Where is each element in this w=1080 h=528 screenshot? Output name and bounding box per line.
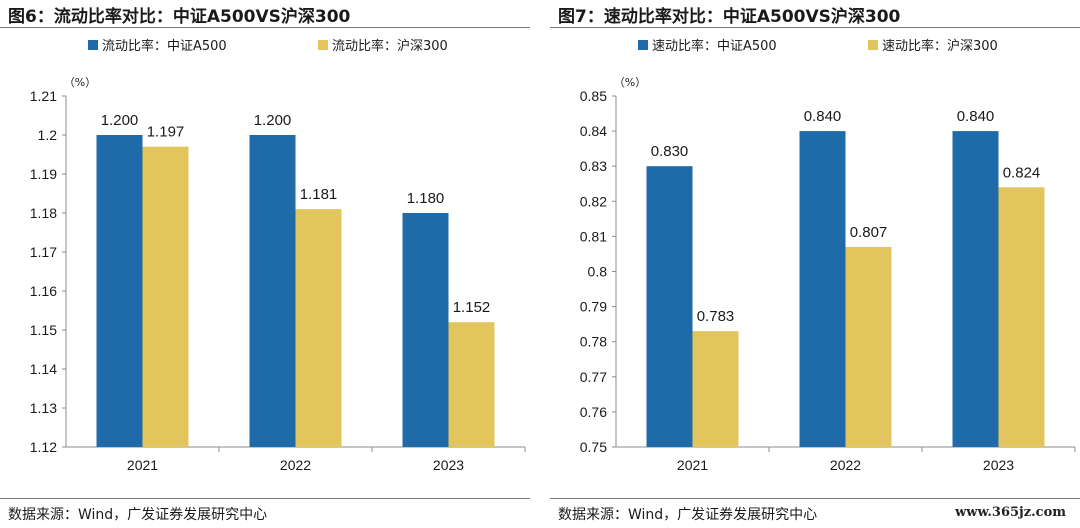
x-tick-label: 2021 [127, 457, 158, 473]
data-label: 0.840 [804, 108, 842, 125]
bar [952, 131, 999, 447]
data-label: 0.840 [957, 108, 995, 125]
y-tick-label: 0.79 [580, 299, 607, 315]
legend-swatch [88, 40, 98, 50]
y-tick-label: 0.8 [588, 264, 608, 280]
legend-swatch [318, 40, 328, 50]
y-tick-label: 1.18 [30, 205, 57, 221]
y-tick-label: 1.2 [38, 127, 58, 143]
bar [249, 135, 296, 447]
bar [845, 246, 892, 447]
y-tick-label: 0.76 [580, 404, 607, 420]
bar [295, 209, 342, 447]
x-tick-label: 2023 [983, 457, 1014, 473]
x-tick-label: 2021 [677, 457, 708, 473]
y-tick-label: 0.82 [580, 193, 607, 209]
data-label: 0.807 [850, 224, 888, 241]
bar [692, 331, 739, 447]
y-tick-label: 1.21 [30, 88, 57, 104]
bar [799, 131, 846, 447]
y-tick-label: 1.13 [30, 400, 57, 416]
x-tick-label: 2022 [830, 457, 861, 473]
y-tick-label: 0.85 [580, 88, 607, 104]
data-label: 0.783 [697, 308, 735, 325]
bottom-rule [0, 498, 530, 499]
figure-title: 图7：速动比率对比：中证A500VS沪深300 [558, 7, 901, 27]
figure-title: 图6：流动比率对比：中证A500VS沪深300 [8, 7, 351, 27]
source-note: 数据来源：Wind，广发证券发展研究中心 [558, 507, 818, 523]
y-tick-label: 0.84 [580, 123, 607, 139]
bottom-rule [550, 498, 1080, 499]
data-label: 1.200 [101, 112, 139, 129]
unit-label: （%） [614, 76, 646, 89]
data-label: 1.152 [453, 299, 491, 316]
bar [142, 146, 189, 447]
unit-label: （%） [64, 76, 96, 89]
y-tick-label: 1.14 [30, 361, 57, 377]
data-label: 1.197 [147, 124, 185, 141]
legend-label: 速动比率：沪深300 [882, 38, 998, 54]
legend-swatch [638, 40, 648, 50]
data-label: 1.200 [254, 112, 292, 129]
legend-label: 流动比率：中证A500 [102, 38, 227, 54]
y-tick-label: 0.78 [580, 334, 607, 350]
chart-panel-current-ratio: 图6：流动比率对比：中证A500VS沪深300 流动比率：中证A500 流动比率：… [0, 0, 530, 528]
legend-swatch [868, 40, 878, 50]
legend-label: 流动比率：沪深300 [332, 38, 448, 54]
top-rule [550, 27, 1080, 28]
bar [402, 213, 449, 447]
current-ratio-bar-chart: 流动比率：中证A500 流动比率：沪深300 （%） 1.12 1.13 1.14 1.15… [30, 38, 526, 473]
y-tick-label: 1.16 [30, 283, 57, 299]
bar [646, 166, 693, 447]
watermark: www.365jz.com [955, 505, 1066, 520]
bar [96, 135, 143, 447]
bar [448, 322, 495, 447]
quick-ratio-bar-chart: 速动比率：中证A500 速动比率：沪深300 （%） 0.75 0.76 0.77 0.78… [580, 38, 1076, 473]
y-tick-label: 0.83 [580, 158, 607, 174]
y-tick-label: 0.75 [580, 439, 607, 455]
data-label: 0.830 [651, 143, 689, 160]
data-label: 1.180 [407, 190, 445, 207]
source-note: 数据来源：Wind，广发证券发展研究中心 [8, 507, 268, 523]
y-tick-label: 1.15 [30, 322, 57, 338]
x-tick-label: 2023 [433, 457, 464, 473]
y-tick-label: 0.81 [580, 228, 607, 244]
y-tick-label: 0.77 [580, 369, 607, 385]
y-tick-label: 1.19 [30, 166, 57, 182]
legend-label: 速动比率：中证A500 [652, 38, 777, 54]
data-label: 1.181 [300, 186, 338, 203]
x-tick-label: 2022 [280, 457, 311, 473]
bar [998, 187, 1045, 447]
chart-panel-quick-ratio: 图7：速动比率对比：中证A500VS沪深300 速动比率：中证A500 速动比率：… [550, 0, 1080, 528]
data-label: 0.824 [1003, 164, 1041, 181]
y-tick-label: 1.17 [30, 244, 57, 260]
top-rule [0, 27, 530, 28]
y-tick-label: 1.12 [30, 439, 57, 455]
